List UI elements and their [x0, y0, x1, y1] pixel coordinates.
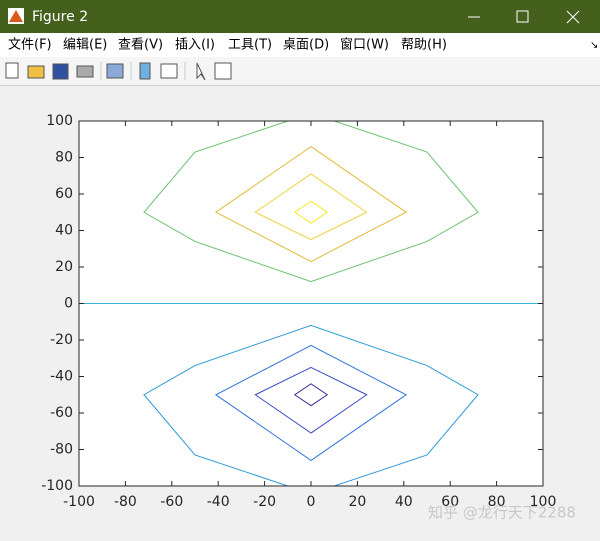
watermark: 知乎 @龙行天下2288	[428, 504, 576, 522]
pointer-icon[interactable]	[196, 62, 206, 81]
toolbar	[0, 57, 600, 85]
contour-line	[214, 344, 408, 462]
axes: -100 -80 -60 -40 -20 0 20 40 60 80 100 -100 -80 -60 -4…	[41, 113, 556, 510]
contours	[79, 121, 543, 486]
y-tick-label: -20	[50, 332, 73, 348]
y-tick-label: -40	[50, 369, 73, 385]
x-tick-label: -20	[253, 494, 276, 510]
contour-line	[293, 383, 329, 407]
app-icon	[8, 8, 24, 24]
y-tick-label: -60	[50, 405, 73, 421]
x-tick-label: 20	[348, 494, 366, 510]
x-tick-label: 80	[488, 494, 506, 510]
save-icon[interactable]	[52, 63, 69, 80]
y-tick-label: 100	[46, 113, 73, 129]
maximize-button[interactable]	[516, 10, 529, 23]
contour-line	[254, 173, 368, 241]
x-tick-label: 100	[530, 494, 557, 510]
x-tick-label: -80	[114, 494, 137, 510]
x-tick-label: 0	[307, 494, 316, 510]
contour-line	[254, 366, 368, 434]
x-tick-label: 60	[441, 494, 459, 510]
title-bar	[0, 0, 600, 33]
axes-box	[78, 120, 544, 487]
x-tick-label: -100	[63, 494, 95, 510]
y-tick-label: -80	[50, 442, 73, 458]
menu-item[interactable]: 窗口(W)	[340, 37, 389, 53]
new-icon[interactable]	[5, 62, 19, 79]
print-icon[interactable]	[76, 65, 94, 78]
link-icon[interactable]	[106, 63, 124, 79]
legend-icon[interactable]	[160, 63, 178, 79]
y-tick-label: 20	[55, 259, 73, 275]
y-tick-label: 60	[55, 186, 73, 202]
menu-item[interactable]: 桌面(D)	[283, 38, 329, 53]
menu: 文件(F) 编辑(E) 查看(V) 插入(I) 工具(T) 桌面(D) 窗口(W) 帮助(H)	[8, 37, 447, 53]
x-tick-label: -60	[160, 494, 183, 510]
x-tick-label: 40	[395, 494, 413, 510]
menu-item[interactable]: 编辑(E)	[63, 38, 107, 53]
menu-item[interactable]: 查看(V)	[118, 37, 163, 53]
y-tick-label: 40	[55, 223, 73, 239]
open-icon[interactable]	[27, 65, 45, 79]
menu-item[interactable]: 工具(T)	[228, 38, 272, 53]
y-tick-label: 0	[64, 296, 73, 312]
contour-line	[214, 145, 408, 263]
menu-item[interactable]: 插入(I)	[175, 38, 215, 53]
menu-item[interactable]: 帮助(H)	[401, 38, 447, 53]
contour-line	[143, 121, 479, 283]
menu-arrow[interactable]: ↘	[590, 40, 598, 51]
menu-item[interactable]: 文件(F)	[8, 38, 52, 53]
y-tick-label: 80	[55, 150, 73, 166]
contour-line	[293, 200, 329, 224]
colorbar-icon[interactable]	[139, 62, 151, 80]
toolbar-icons	[5, 62, 232, 81]
y-tick-label: -100	[41, 478, 73, 494]
contour-line	[143, 324, 479, 486]
window-title: Figure 2	[32, 9, 88, 25]
property-icon[interactable]	[214, 62, 232, 80]
menu-bar	[0, 33, 600, 57]
x-tick-label: -40	[207, 494, 230, 510]
close-button[interactable]	[566, 10, 580, 24]
